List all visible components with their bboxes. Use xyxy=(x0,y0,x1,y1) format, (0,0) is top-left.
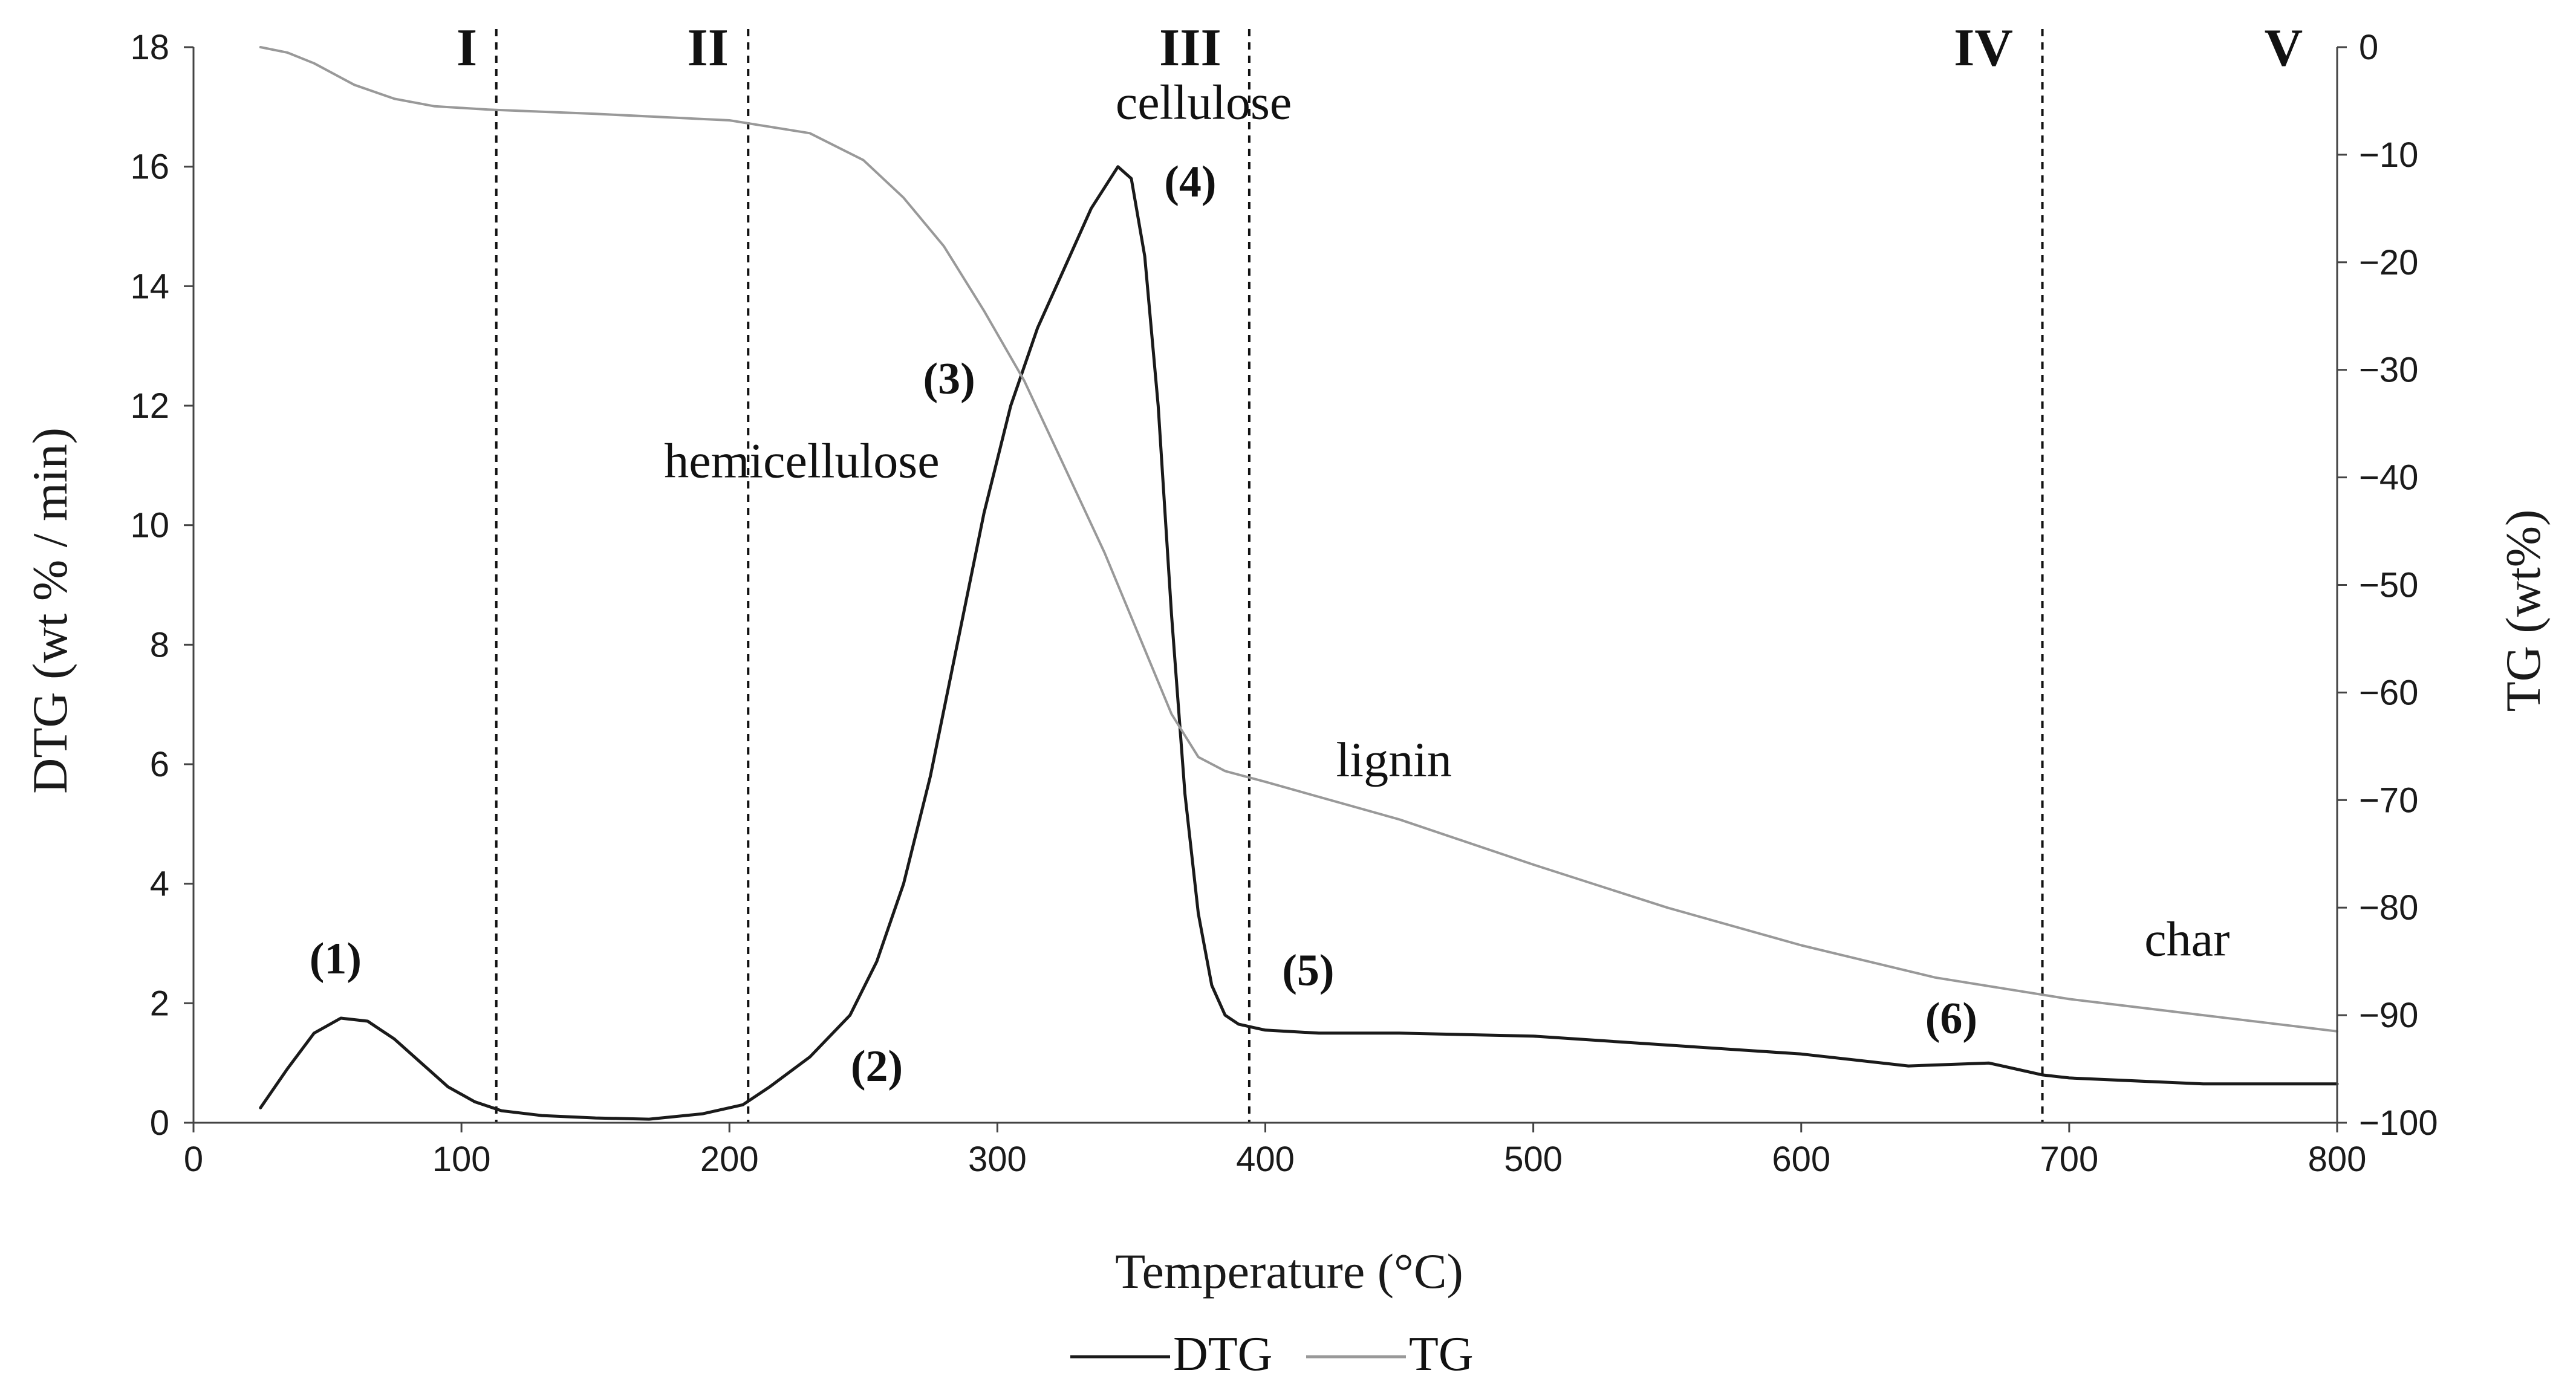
x-tick-label: 100 xyxy=(432,1140,491,1179)
region-label-1: I xyxy=(457,19,477,77)
y-left-tick-label: 0 xyxy=(150,1103,169,1143)
y-left-tick-label: 10 xyxy=(130,506,169,545)
y-left-tick-label: 16 xyxy=(130,148,169,187)
y-axis-left-title: DTG (wt % / min) xyxy=(22,427,77,794)
y-left-tick-label: 2 xyxy=(150,984,169,1023)
x-axis-title: Temperature (°C) xyxy=(1115,1244,1463,1299)
component-annotation-cellulose: cellulose xyxy=(1116,75,1292,130)
y-right-tick-label: 0 xyxy=(2359,28,2378,67)
x-tick-label: 800 xyxy=(2308,1140,2367,1179)
peak-annotation-3: (3) xyxy=(923,354,975,404)
y-right-tick-label: −10 xyxy=(2359,135,2418,175)
y-right-tick-label: −60 xyxy=(2359,673,2418,712)
y-right-tick-label: −20 xyxy=(2359,243,2418,282)
dtg-series-line xyxy=(259,165,2339,1121)
component-annotation-char: char xyxy=(2144,911,2230,966)
x-tick-label: 400 xyxy=(1236,1140,1295,1179)
peak-annotation-6: (6) xyxy=(1925,994,1977,1044)
peak-annotation-2: (2) xyxy=(851,1042,903,1091)
y-left-tick-label: 12 xyxy=(130,386,169,426)
x-tick-label: 600 xyxy=(1772,1140,1830,1179)
y-left-tick-label: 14 xyxy=(130,267,169,306)
legend: DTG TG xyxy=(1070,1328,1474,1381)
y-right-tick-label: −80 xyxy=(2359,888,2418,927)
y-right-tick-label: −40 xyxy=(2359,458,2418,498)
y-right-tick-label: −100 xyxy=(2359,1103,2438,1143)
y-right-tick-label: −30 xyxy=(2359,351,2418,390)
peak-annotation-5: (5) xyxy=(1282,946,1334,996)
x-tick-label: 500 xyxy=(1504,1140,1563,1179)
y-left-tick-label: 6 xyxy=(150,745,169,784)
peak-annotation-1: (1) xyxy=(310,934,362,984)
x-tick-label: 200 xyxy=(700,1140,759,1179)
legend-tg-label: TG xyxy=(1409,1328,1474,1381)
region-label-4: IV xyxy=(1954,19,2013,77)
x-tick-label: 700 xyxy=(2040,1140,2098,1179)
y-axis-right-title: TG (wt%) xyxy=(2496,510,2551,712)
component-annotation-hemicellulose: hemicellulose xyxy=(664,433,939,489)
y-left-tick-label: 4 xyxy=(150,865,169,904)
y-left-tick-label: 18 xyxy=(130,28,169,67)
y-left-tick-label: 8 xyxy=(150,625,169,664)
y-right-tick-label: −90 xyxy=(2359,996,2418,1035)
x-tick-label: 0 xyxy=(184,1140,203,1179)
peak-annotation-4: (4) xyxy=(1164,157,1216,207)
tg-series-line xyxy=(259,46,2338,1033)
region-label-3: III xyxy=(1159,19,1221,77)
x-tick-label: 300 xyxy=(968,1140,1027,1179)
y-right-tick-label: −50 xyxy=(2359,566,2418,605)
region-label-5: V xyxy=(2265,19,2303,77)
component-annotation-lignin: lignin xyxy=(1336,732,1452,787)
region-label-2: II xyxy=(688,19,729,77)
legend-dtg-label: DTG xyxy=(1173,1328,1272,1381)
y-right-tick-label: −70 xyxy=(2359,781,2418,820)
